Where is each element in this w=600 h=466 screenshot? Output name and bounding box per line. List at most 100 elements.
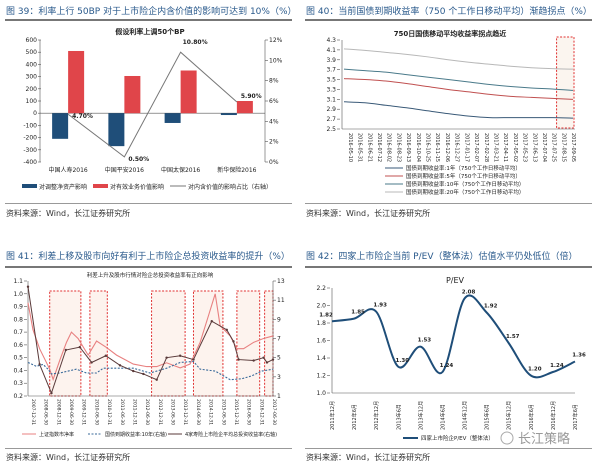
- x-tick-label: 2010-12-31: [106, 399, 112, 425]
- x-tick-label: 2016年6月: [528, 404, 535, 430]
- series-marker: [271, 358, 275, 361]
- legend-label: 国债到期收益率:1年（750个工作日移动平均）: [406, 164, 521, 172]
- data-label: 1.92: [484, 304, 498, 310]
- series-marker: [155, 378, 158, 381]
- x-tick-label: 2014-06-30: [195, 399, 201, 425]
- divider: [5, 448, 292, 449]
- y2-tick-label: 10%: [269, 57, 283, 64]
- x-tick-label: 2016-07-12: [376, 133, 382, 162]
- figure-title: 图 42：四家上市险企当前 P/EV（整体法）估值水平仍处低位（倍）: [306, 252, 578, 262]
- bar-net-assets: [164, 113, 181, 123]
- source-note: 资料来源：Wind，长江证券研究所: [306, 453, 431, 462]
- x-tick-label: 2016年12月: [550, 401, 557, 430]
- highlight-box: [556, 36, 575, 129]
- y-tick-label: 0.4: [13, 367, 23, 374]
- y2-tick-label: 0%: [269, 159, 279, 166]
- series-marker: [210, 320, 213, 323]
- figure-39: 图 39：利率上行 50BP 对于上市险企内含价值的影响可达到 10%（%） 假…: [0, 0, 300, 233]
- series-marker: [262, 356, 265, 359]
- y2-tick-label: 5: [277, 355, 281, 362]
- data-label: 1.20: [528, 367, 542, 373]
- x-tick-label: 中国人寿2016: [48, 166, 87, 174]
- x-tick-label: 2017-07-25: [551, 133, 557, 162]
- y-tick-label: 300: [26, 74, 38, 81]
- chart-subtitle: P/EV: [446, 276, 465, 285]
- legend-label: 4家寿险上市险企平均总投资收益率(右轴): [185, 431, 277, 438]
- x-tick-label: 2017-01-17: [463, 133, 469, 162]
- series-marker: [26, 285, 30, 288]
- y-tick-label: -100: [23, 122, 37, 129]
- x-tick-label: 中国平安2016: [105, 166, 144, 174]
- x-tick-label: 中国太保2016: [161, 166, 200, 174]
- divider: [305, 448, 592, 449]
- x-tick-label: 2016-06-30: [246, 399, 252, 425]
- x-tick-label: 2008-06-30: [43, 399, 49, 425]
- x-tick-label: 2016-10-25: [425, 133, 431, 162]
- x-tick-label: 2011年12月: [329, 401, 336, 430]
- divider: [305, 19, 592, 21]
- series-marker: [104, 354, 107, 357]
- chart-subtitle: 利差上升及股市行情对险企总投资收益率有正向影响: [87, 271, 214, 279]
- bar-value-of-business: [68, 50, 85, 114]
- y-tick-label: 1.1: [13, 278, 23, 285]
- divider: [5, 19, 292, 21]
- highlight-box: [236, 290, 261, 397]
- y2-tick-label: 9: [277, 316, 281, 323]
- y-tick-label: 4.3: [326, 37, 336, 44]
- x-tick-label: 2016-12-31: [258, 399, 264, 425]
- y-tick-label: 1.0: [13, 291, 23, 298]
- series-line: [27, 286, 274, 395]
- x-tick-label: 2013年12月: [417, 401, 424, 430]
- data-label: 5.90%: [241, 93, 262, 100]
- x-tick-label: 2014年6月: [439, 404, 446, 430]
- data-label: 1.93: [373, 303, 387, 309]
- x-tick-label: 2017-05-02: [512, 133, 518, 162]
- x-tick-label: 2016-08-02: [386, 133, 392, 162]
- y2-tick-label: 4%: [269, 118, 279, 125]
- data-label: 2.08: [462, 290, 476, 296]
- y2-tick-label: 7: [277, 336, 281, 343]
- data-label: 4.70%: [72, 113, 93, 120]
- y-tick-label: 400: [26, 61, 38, 68]
- y-tick-label: 0: [33, 110, 37, 117]
- y-tick-label: 3.7: [326, 67, 336, 74]
- x-tick-label: 2017年6月: [572, 404, 579, 430]
- legend-label: 四家上市险企P/EV（整体法）: [421, 434, 494, 442]
- legend-swatch: [93, 184, 108, 188]
- series-marker: [232, 340, 235, 343]
- x-tick-label: 2017-09-05: [570, 133, 576, 162]
- x-tick-label: 2016-05-10: [347, 133, 353, 162]
- y2-tick-label: 8%: [269, 78, 279, 85]
- y-tick-label: 1.0: [316, 390, 326, 397]
- divider: [305, 266, 592, 268]
- y-tick-label: 2.7: [326, 116, 336, 123]
- y-tick-label: -200: [23, 135, 37, 142]
- x-tick-label: 2012-06-30: [144, 399, 150, 425]
- y-tick-label: 0.8: [13, 316, 23, 323]
- data-label: 10.80%: [183, 39, 208, 46]
- x-tick-label: 2016-09-13: [405, 133, 411, 162]
- highlight-box: [49, 290, 82, 397]
- x-tick-label: 2017-08-15: [560, 133, 566, 162]
- series-line: [343, 101, 574, 119]
- series-marker: [38, 363, 41, 366]
- y-tick-label: -400: [23, 159, 37, 166]
- y-tick-label: 3.1: [326, 96, 336, 103]
- bar-net-assets: [52, 113, 69, 139]
- legend-label: 国债到期收益率:5年（750个工作日移动平均）: [406, 172, 521, 180]
- legend-label: 国债到期收益率:10年（750个工作日移动平均）: [406, 180, 524, 188]
- line-share: [67, 51, 238, 158]
- series-marker: [132, 369, 135, 373]
- chart-subtitle: 假设利率上调50个BP: [115, 27, 184, 36]
- chart-subtitle: 750日国债移动平均收益率拐点趋近: [394, 29, 507, 38]
- data-label: 1.82: [319, 312, 333, 318]
- legend-label: 对调整净资产影响: [39, 183, 87, 191]
- x-tick-label: 2008-12-31: [55, 399, 61, 425]
- x-tick-label: 2017-05-23: [522, 133, 528, 162]
- y-tick-label: 2.2: [316, 285, 326, 292]
- y2-tick-label: 11: [277, 297, 285, 304]
- x-tick-label: 2014-12-31: [208, 399, 214, 425]
- x-tick-label: 2007-12-31: [30, 399, 36, 425]
- figure-41: 图 41：利差上移及股市向好有利于上市险企总投资收益率的提升（%） 利差上升及股…: [0, 233, 300, 466]
- y2-tick-label: 12%: [269, 37, 283, 44]
